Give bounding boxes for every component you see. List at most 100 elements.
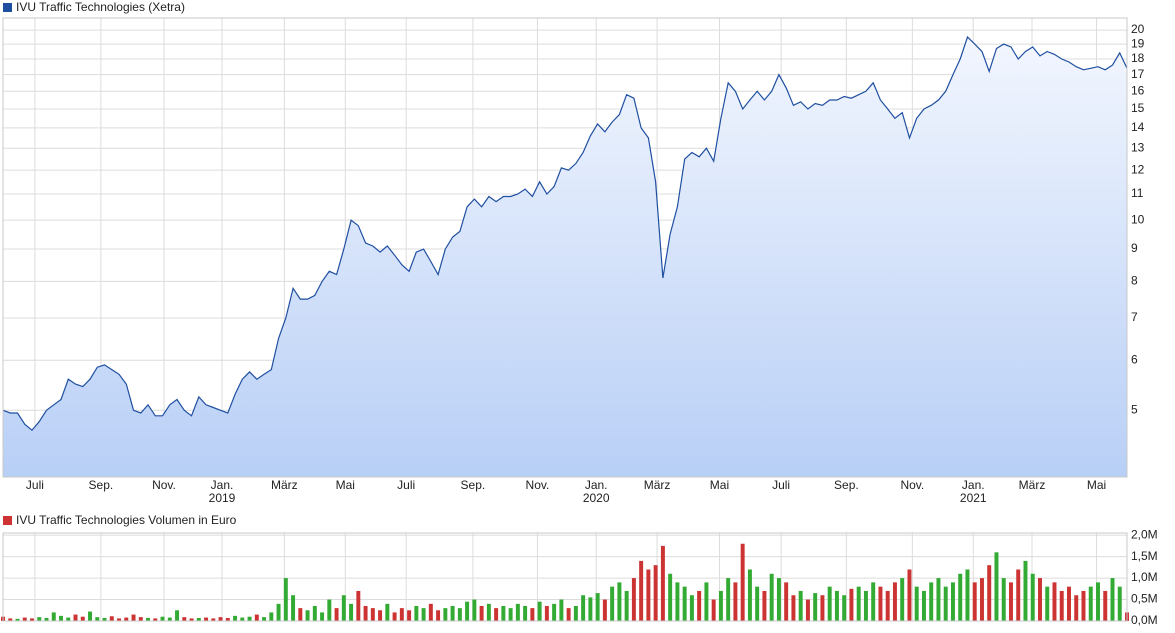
x-tick-label: Juli (772, 478, 790, 492)
volume-bar (697, 590, 702, 621)
x-tick-label: Jan. (211, 478, 234, 492)
volume-bar (175, 610, 180, 621)
volume-bar (689, 595, 694, 621)
volume-bar (653, 565, 658, 621)
volume-bar (1008, 582, 1013, 621)
volume-bar (182, 617, 187, 621)
y-tick-label: 13 (1131, 140, 1145, 154)
volume-bar (704, 582, 709, 621)
volume-bar (936, 578, 941, 621)
volume-bar (8, 618, 13, 621)
volume-bar (131, 614, 136, 621)
volume-bar (1045, 586, 1050, 621)
x-tick-year: 2020 (583, 491, 610, 505)
y-tick-label: 11 (1131, 186, 1144, 200)
volume-bar (385, 603, 390, 621)
volume-bar (747, 569, 752, 621)
volume-bar (153, 618, 158, 621)
volume-bar (639, 560, 644, 621)
x-tick-label: Mai (336, 478, 355, 492)
volume-bar (646, 569, 651, 621)
volume-bar (530, 608, 535, 621)
volume-bar (1001, 578, 1006, 621)
x-tick-label: Mai (1087, 478, 1106, 492)
volume-bar (392, 612, 397, 621)
volume-bar (1067, 586, 1071, 621)
volume-bar (51, 612, 56, 621)
volume-bar (95, 617, 100, 621)
volume-bar (269, 612, 274, 621)
volume-bar (1096, 582, 1100, 621)
price-line (2, 35, 1128, 432)
volume-bar (378, 610, 383, 621)
area (3, 37, 1127, 477)
volume-bar (798, 590, 803, 621)
volume-bar (1023, 560, 1028, 621)
volume-bar (117, 618, 122, 621)
volume-bar (914, 586, 919, 621)
y-tick-label: 18 (1131, 51, 1145, 65)
volume-bar (189, 618, 194, 621)
volume-bar (1074, 595, 1079, 621)
volume-bar (769, 573, 774, 621)
x-tick-label: März (271, 478, 298, 492)
volume-bar (668, 573, 673, 621)
volume-bar (22, 617, 27, 621)
y-tick-label: 0,0M (1131, 613, 1158, 627)
x-tick-label: Juli (397, 478, 415, 492)
volume-bar (450, 605, 455, 621)
volume-bar (1037, 578, 1042, 621)
y-tick-label: 10 (1131, 212, 1145, 226)
volume-bar (73, 614, 78, 621)
volume-bar (871, 582, 876, 621)
volume-bar (675, 582, 680, 621)
volume-bar (617, 582, 622, 621)
volume-bar (508, 608, 513, 621)
volume-bar (414, 605, 419, 621)
legend-label: IVU Traffic Technologies Volumen in Euro (16, 513, 237, 527)
volume-bar (885, 590, 890, 621)
volume-bar (682, 586, 687, 621)
volume-bar (979, 578, 984, 621)
volume-bar (44, 617, 49, 621)
volume-bar (399, 608, 404, 621)
volume-bar (711, 599, 716, 621)
volume-bar (102, 617, 107, 621)
x-tick-label: Nov. (152, 478, 176, 492)
volume-bar (486, 603, 491, 621)
volume-bar (66, 617, 71, 621)
y-tick-label: 17 (1131, 67, 1145, 81)
volume-bar (559, 599, 564, 621)
volume-bar (436, 610, 441, 621)
volume-bar (370, 608, 375, 621)
plot-border (2, 17, 1128, 478)
volume-bar (472, 599, 477, 621)
x-tick-label: Sep. (834, 478, 859, 492)
volume-bar (341, 595, 346, 621)
y-tick-label: 9 (1131, 241, 1138, 255)
volume-bar (776, 578, 781, 621)
y-tick-label: 19 (1131, 36, 1145, 50)
volume-bar (443, 608, 448, 621)
volume-bar (59, 615, 63, 621)
volume-bar (566, 608, 571, 621)
volume-bar (407, 610, 412, 621)
volume-bar (349, 603, 354, 621)
volume-bar (305, 610, 310, 621)
volume-bar (160, 616, 165, 621)
volume-bar (1059, 590, 1064, 621)
x-tick-label: Jan. (962, 478, 985, 492)
volume-bar (240, 617, 245, 621)
volume-bar (1030, 573, 1035, 621)
volume-bar (515, 603, 520, 621)
volume-bar (494, 608, 499, 621)
volume-bar (762, 590, 767, 621)
volume-bar (196, 617, 201, 621)
volume-bar (950, 582, 955, 621)
volume-bar (218, 617, 223, 621)
volume-bar (718, 590, 723, 621)
y-tick-label: 1,5M (1131, 549, 1158, 563)
volume-bar (900, 578, 905, 621)
volume-bar (254, 614, 259, 621)
volume-bar (204, 617, 209, 621)
